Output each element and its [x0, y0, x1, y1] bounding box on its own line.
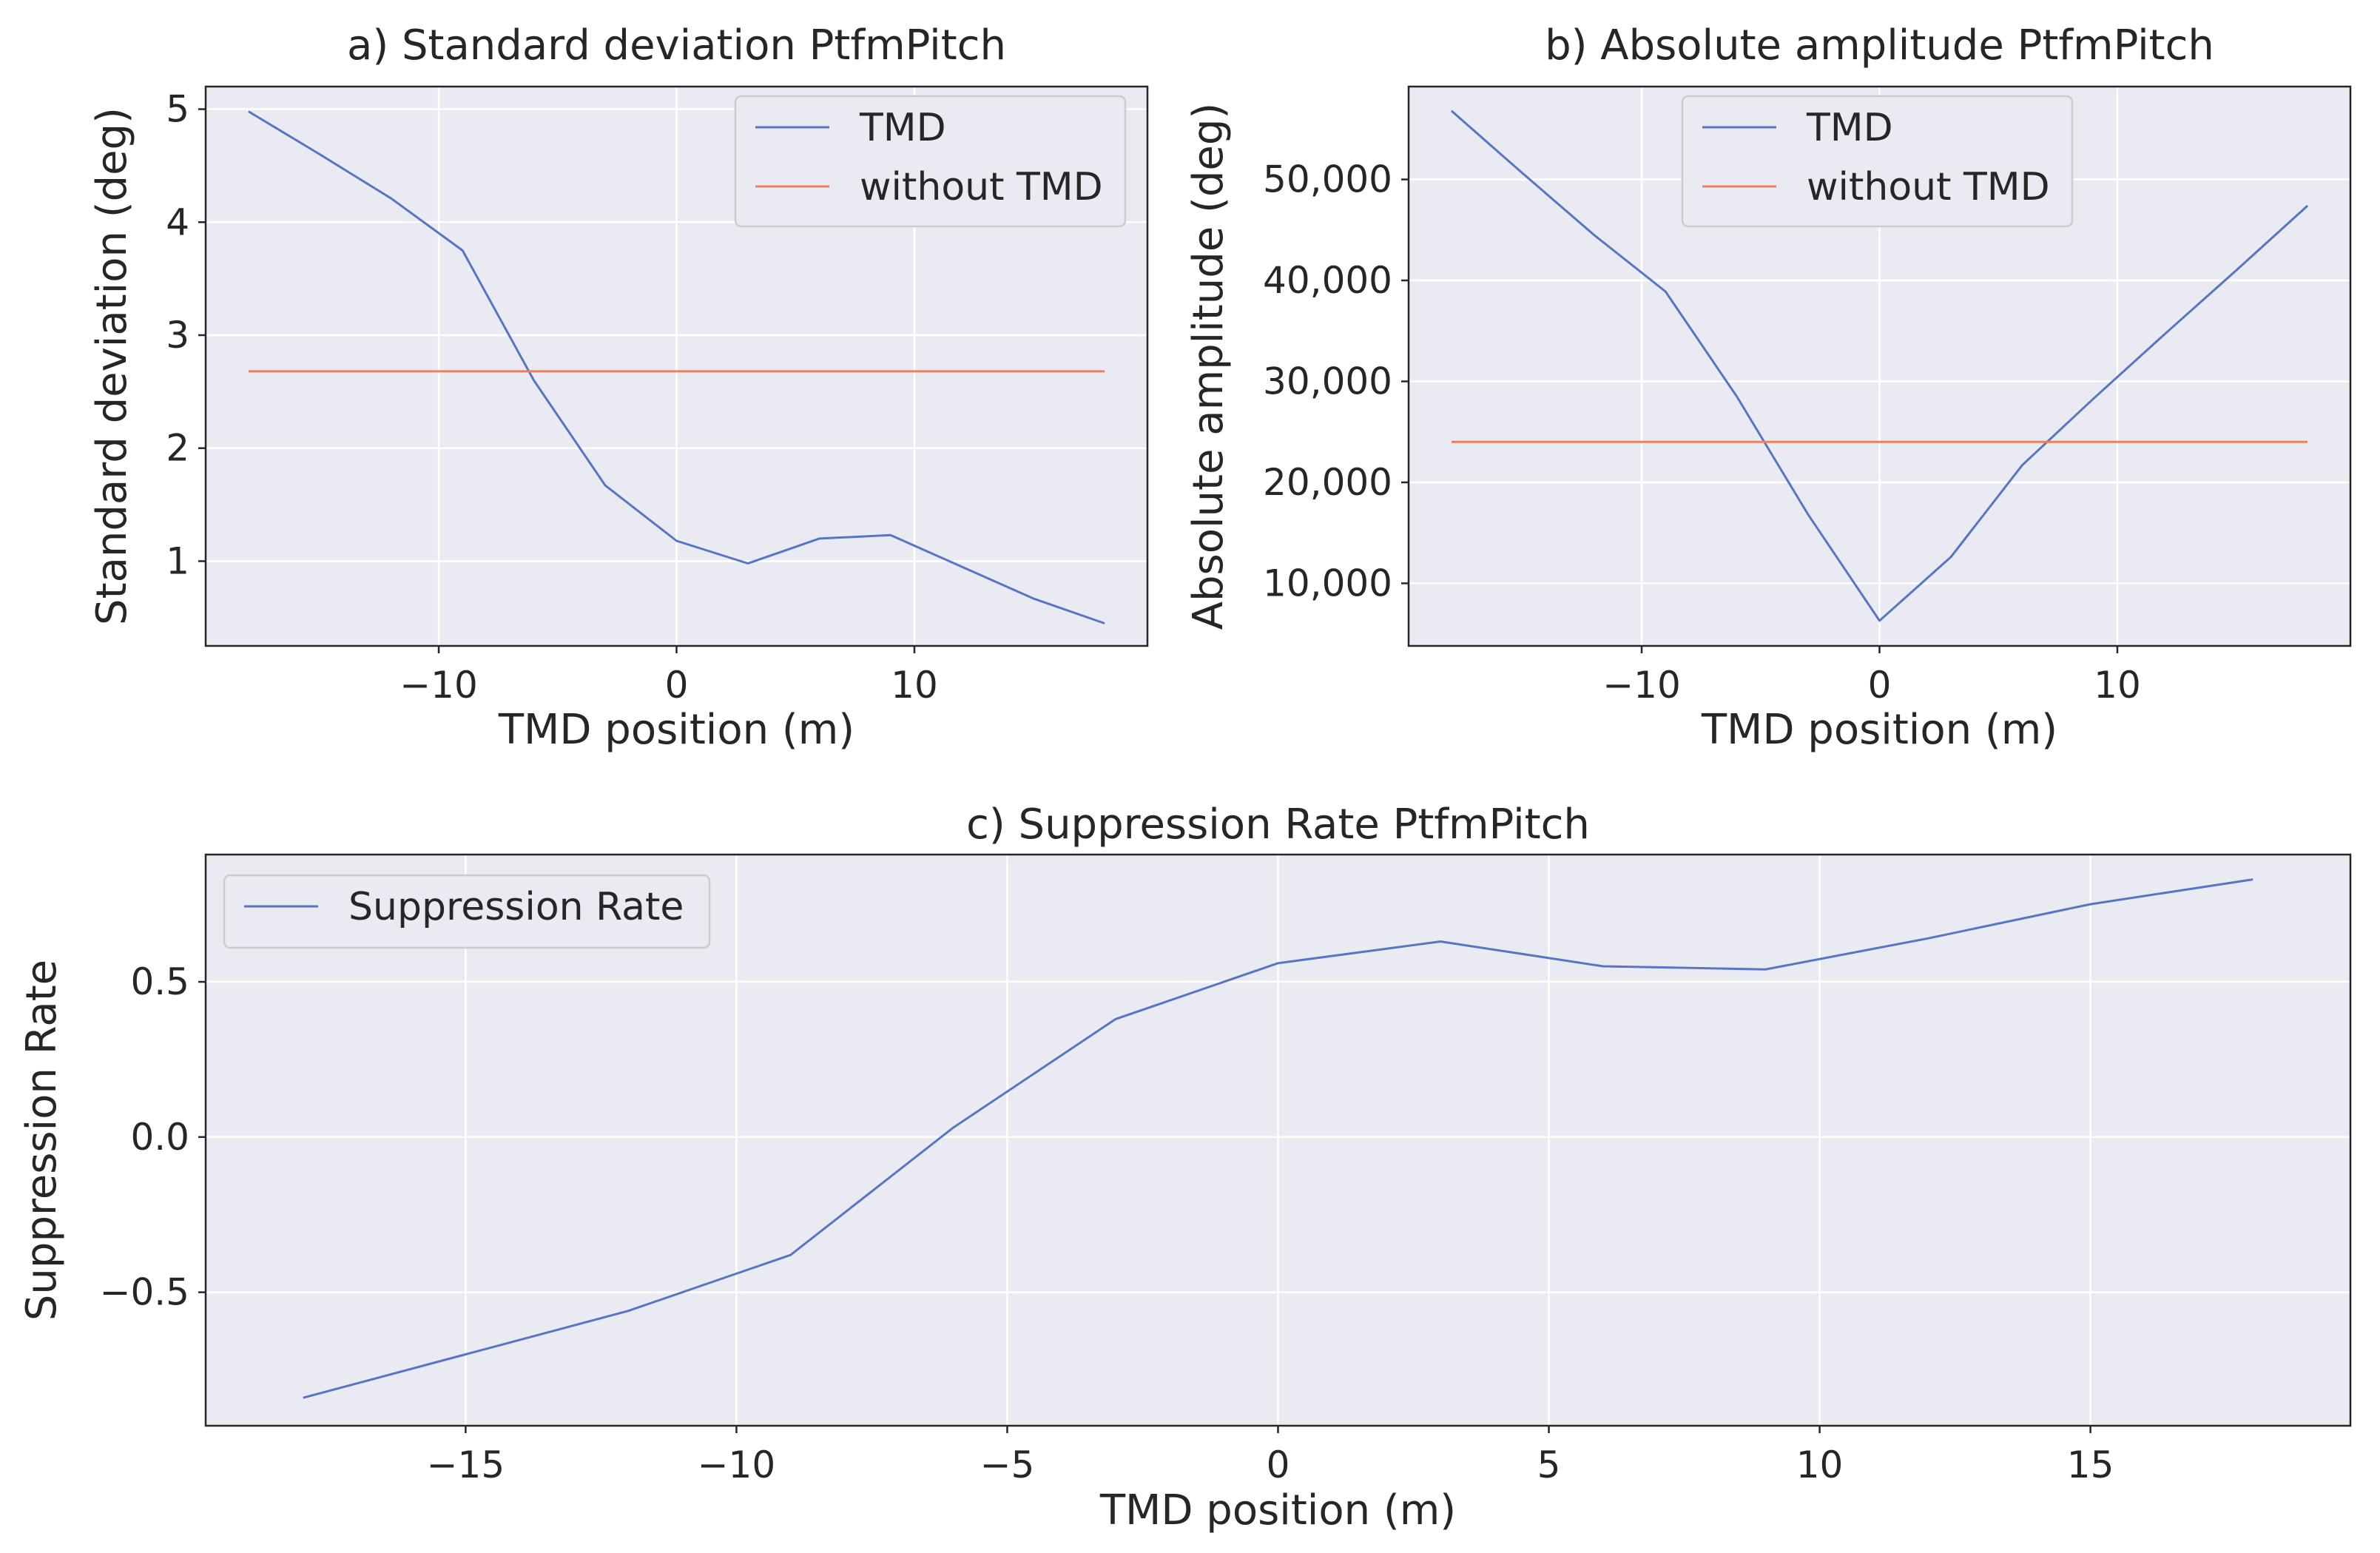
x-tick-label: −5: [980, 1443, 1035, 1486]
y-axis-label: Standard deviation (deg): [88, 107, 136, 625]
chart-title: b) Absolute amplitude PtfmPitch: [1545, 21, 2214, 70]
chart-c: −15 −10 −5 0 5 10 15 −0.5 0.0 0.5 c) Suppression R…: [18, 801, 2352, 1535]
legend-box: [1681, 95, 2074, 228]
chart-b: −10 0 10 10,000 20,000 30,000 40,000 50,000 b) A…: [1184, 21, 2352, 754]
legend-box: [734, 95, 1127, 228]
chart-title: c) Suppression Rate PtfmPitch: [966, 801, 1590, 849]
x-tick-label: 0: [665, 664, 689, 707]
series-line-suppression-rate: [303, 878, 2253, 1399]
y-tick-label: 0.0: [130, 1116, 189, 1159]
y-axis-label: Absolute amplitude (deg): [1184, 103, 1233, 630]
y-tick-label: 50,000: [1263, 158, 1392, 201]
x-tick-label: 5: [1537, 1443, 1561, 1486]
y-tick-label: 40,000: [1263, 259, 1392, 302]
legend: TMD without TMD: [1681, 95, 2074, 228]
x-axis-label: TMD position (m): [1701, 706, 2057, 754]
x-tick-label: −10: [698, 1443, 776, 1486]
legend-label: TMD: [859, 106, 946, 150]
legend-label: without TMD: [860, 165, 1103, 209]
chart-title: a) Standard deviation PtfmPitch: [347, 21, 1006, 70]
legend-label: without TMD: [1807, 165, 2050, 209]
x-tick-label: 10: [1796, 1443, 1844, 1486]
y-tick-label: 5: [166, 88, 189, 131]
y-tick-label: 0.5: [130, 960, 189, 1003]
series-line-tmd: [248, 110, 1105, 624]
y-tick-label: 2: [166, 427, 189, 470]
x-tick-label: 10: [2094, 664, 2141, 707]
y-axis-label: Suppression Rate: [18, 960, 66, 1321]
x-axis-label: TMD position (m): [1099, 1486, 1456, 1535]
y-tick-label: 30,000: [1263, 360, 1392, 402]
y-tick-label: 4: [166, 201, 189, 243]
x-tick-label: 0: [1868, 664, 1892, 707]
x-axis-label: TMD position (m): [498, 706, 854, 754]
legend-label: Suppression Rate: [348, 885, 684, 929]
y-tick-label: 20,000: [1263, 461, 1392, 504]
x-tick-label: 15: [2067, 1443, 2114, 1486]
legend: Suppression Rate: [223, 874, 711, 949]
chart-a: −10 0 10 1 2 3 4 5 a) Standard deviation PtfmPit…: [88, 21, 1149, 754]
y-tick-label: −0.5: [100, 1271, 189, 1314]
legend-label: TMD: [1806, 106, 1893, 150]
legend: TMD without TMD: [734, 95, 1127, 228]
y-tick-label: 1: [166, 539, 189, 582]
y-tick-label: 10,000: [1263, 562, 1392, 604]
legend-box: [223, 874, 711, 949]
x-tick-label: −15: [427, 1443, 505, 1486]
x-tick-label: −10: [1602, 664, 1681, 707]
series-line-tmd: [1450, 110, 2309, 622]
x-tick-label: −10: [400, 664, 478, 707]
x-tick-label: 0: [1267, 1443, 1290, 1486]
y-tick-label: 3: [166, 314, 189, 357]
x-tick-label: 10: [891, 664, 938, 707]
